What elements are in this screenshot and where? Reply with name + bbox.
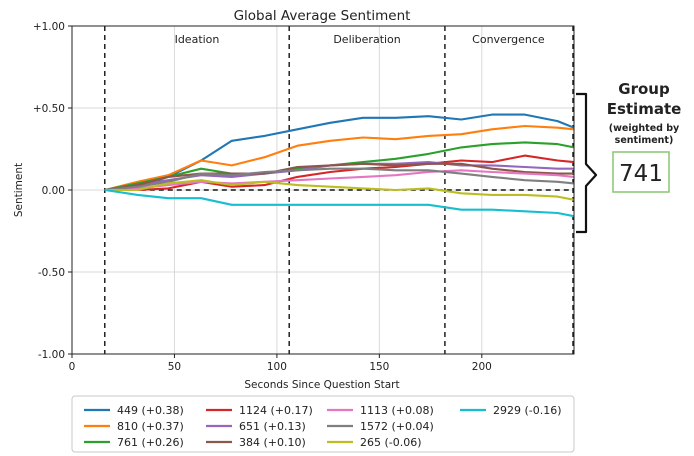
x-axis-ticks: 0 50 100 150 200 (69, 354, 492, 373)
legend-entry: 449 (+0.38) (117, 404, 184, 417)
legend-entry: 761 (+0.26) (117, 436, 184, 449)
x-tick-label: 100 (267, 361, 287, 373)
phase-labels: Ideation Deliberation Convergence (175, 33, 545, 46)
series-line (104, 179, 575, 201)
series-lines (104, 113, 575, 218)
legend-entry: 2929 (-0.16) (493, 404, 562, 417)
estimate-title-line2: Estimate (607, 100, 682, 118)
chart-title: Global Average Sentiment (234, 8, 411, 24)
legend-entry: 1124 (+0.17) (239, 404, 313, 417)
x-axis-label: Seconds Since Question Start (244, 379, 399, 391)
estimate-note-line1: (weighted by (609, 123, 680, 134)
phase-label: Convergence (472, 33, 545, 46)
x-tick-label: 50 (168, 361, 181, 373)
x-tick-label: 0 (69, 361, 76, 373)
x-tick-label: 150 (369, 361, 389, 373)
legend-entry: 1572 (+0.04) (360, 420, 434, 433)
x-tick-label: 200 (472, 361, 492, 373)
legend-entry: 265 (-0.06) (360, 436, 422, 449)
group-bracket (576, 92, 598, 234)
series-line (104, 154, 575, 192)
legend-entry: 384 (+0.10) (239, 436, 306, 449)
series-line (104, 169, 575, 192)
estimate-note-line2: sentiment) (615, 135, 674, 146)
legend-entry: 651 (+0.13) (239, 420, 306, 433)
estimate-value: 741 (619, 161, 663, 187)
y-tick-label: -0.50 (38, 267, 65, 279)
phase-label: Ideation (175, 33, 220, 46)
series-line (104, 124, 575, 192)
series-line (104, 188, 575, 218)
y-tick-label: +0.50 (33, 103, 65, 115)
estimate-value-box (612, 151, 670, 193)
y-tick-label: -1.00 (38, 349, 65, 361)
estimate-title-line1: Group (618, 80, 670, 98)
y-tick-label: +1.00 (33, 21, 65, 33)
legend-box (71, 395, 575, 453)
phase-label: Deliberation (333, 33, 400, 46)
series-line (104, 167, 575, 192)
legend-entry: 1113 (+0.08) (360, 404, 434, 417)
legend: 449 (+0.38) 810 (+0.37) 761 (+0.26) 1124 (+… (84, 404, 562, 449)
y-axis-ticks: -1.00 -0.50 0.00 +0.50 +1.00 (33, 21, 72, 361)
legend-entry: 810 (+0.37) (117, 420, 184, 433)
series-line (104, 162, 574, 192)
y-tick-label: 0.00 (42, 185, 65, 197)
y-axis-label: Sentiment (13, 163, 25, 217)
